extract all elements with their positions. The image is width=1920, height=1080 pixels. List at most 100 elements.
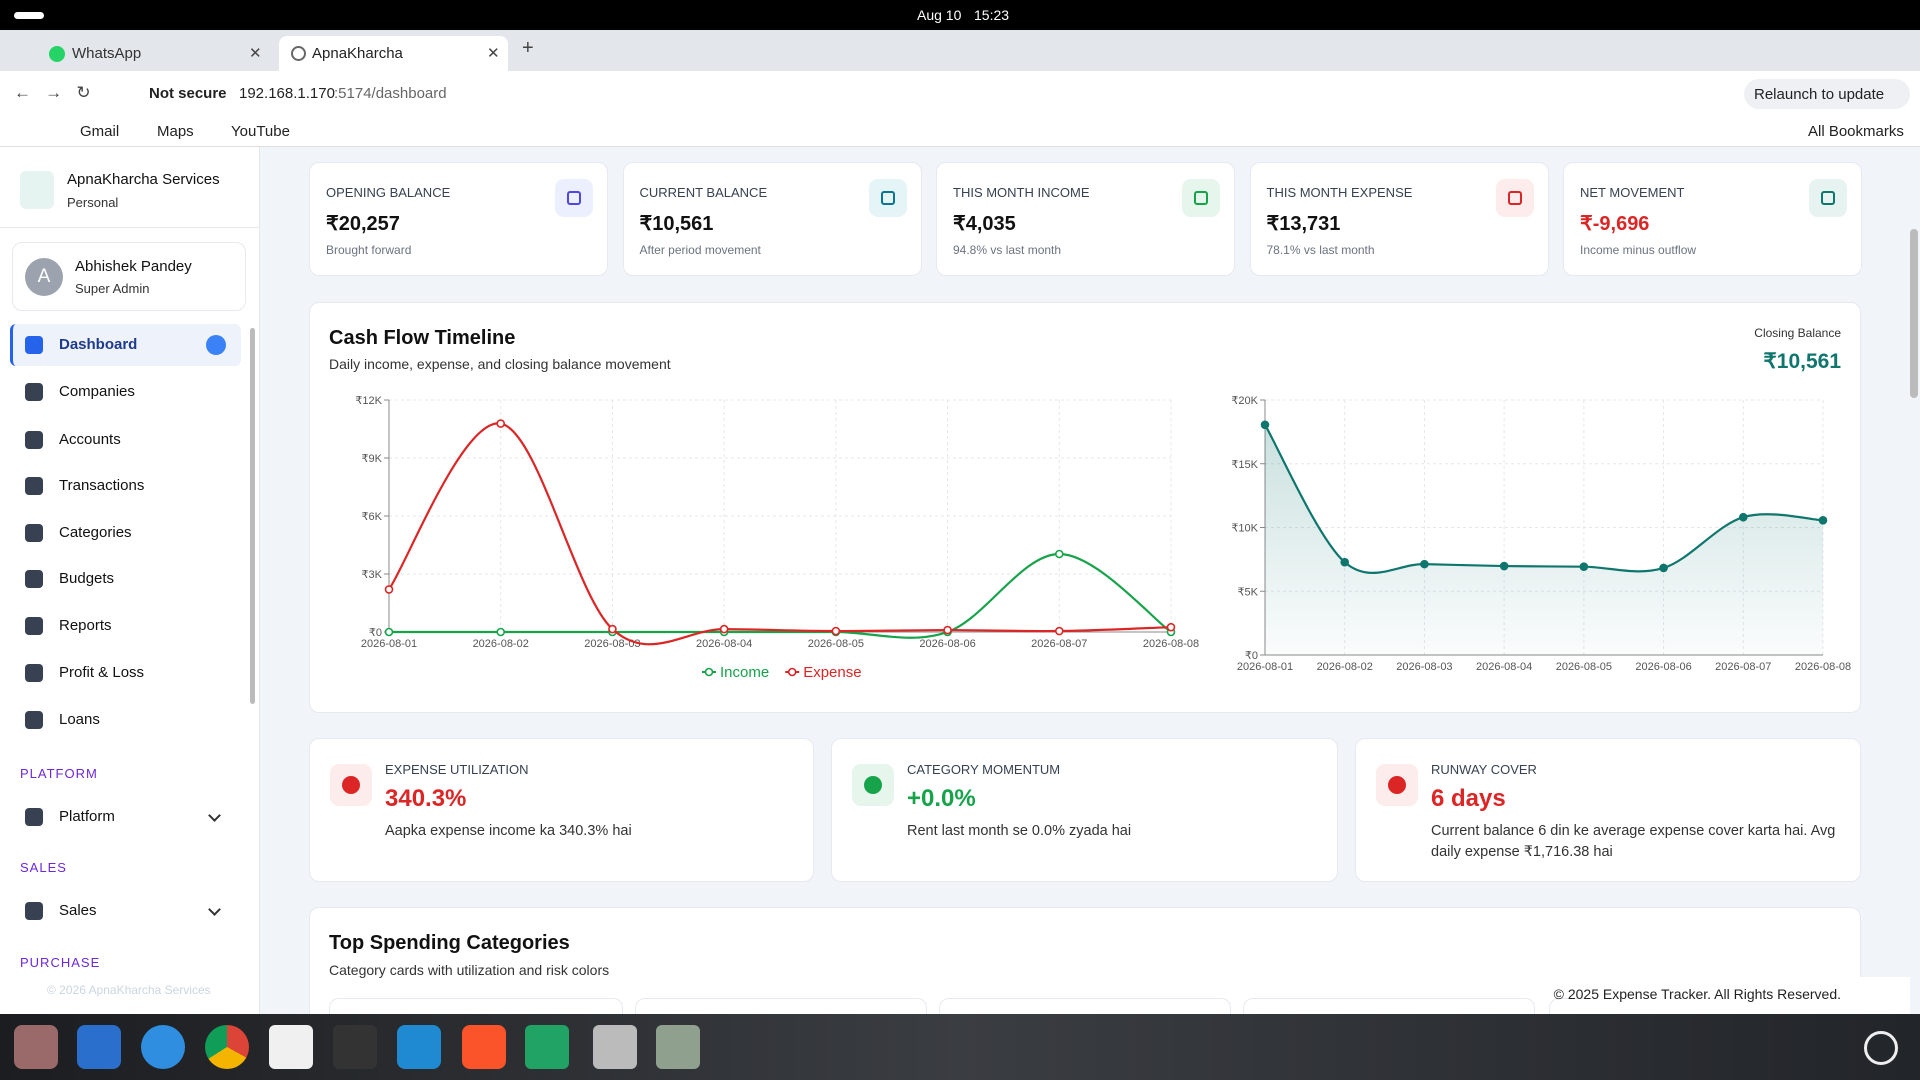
panel-subtitle: Daily income, expense, and closing balan… <box>329 356 671 372</box>
nav-item[interactable]: Dashboard <box>59 336 138 353</box>
card-value: ₹10,561 <box>639 213 714 235</box>
user-role: Super Admin <box>75 281 150 296</box>
insight-text: Aapka expense income ka 340.3% hai <box>385 823 632 839</box>
nav-item[interactable]: Loans <box>59 711 100 728</box>
insight-glyph <box>864 776 882 794</box>
nav-item[interactable]: Profit & Loss <box>59 664 145 681</box>
nav-item[interactable]: Companies <box>59 383 135 400</box>
card-value: ₹-9,696 <box>1580 213 1650 235</box>
insight-label: RUNWAY COVER <box>1431 762 1537 777</box>
summary-card: NET MOVEMENT ₹-9,696 Income minus outflow <box>1563 162 1862 276</box>
closing-label: Closing Balance <box>1754 326 1841 340</box>
card-note: 94.8% vs last month <box>953 243 1062 257</box>
card-value: ₹13,731 <box>1266 213 1341 235</box>
card-icon <box>1182 179 1220 217</box>
card-glyph <box>1194 191 1208 205</box>
card-glyph <box>567 191 581 205</box>
app-icon[interactable] <box>141 1025 185 1069</box>
nav-item[interactable]: Budgets <box>59 570 115 587</box>
panel-subtitle: Category cards with utilization and risk… <box>329 962 610 978</box>
insight-label: CATEGORY MOMENTUM <box>907 762 1061 777</box>
card-label: CURRENT BALANCE <box>639 185 768 200</box>
card-icon <box>1809 179 1847 217</box>
url-rest[interactable]: :5174/dashboard <box>334 85 447 102</box>
insight-card: RUNWAY COVER 6 days Current balance 6 din … <box>1355 738 1861 882</box>
summary-card: THIS MONTH EXPENSE ₹13,731 78.1% vs last m… <box>1249 162 1549 276</box>
insight-value: 6 days <box>1431 785 1506 812</box>
nav-item[interactable]: Reports <box>59 617 112 634</box>
insight-glyph <box>1388 776 1406 794</box>
app-icon[interactable] <box>593 1025 637 1069</box>
nav-icon <box>25 617 43 635</box>
card-icon <box>555 179 593 217</box>
tab[interactable]: WhatsApp ✕ <box>37 36 269 71</box>
nav-item[interactable]: Transactions <box>59 477 145 494</box>
tab-active[interactable]: ApnaKharcha ✕ <box>279 36 508 71</box>
relaunch-label: Relaunch to update <box>1754 86 1885 103</box>
nav-active[interactable] <box>10 324 241 366</box>
bookmark[interactable]: Maps <box>157 123 194 140</box>
nav-item[interactable]: Sales <box>59 902 97 919</box>
app-icon[interactable] <box>269 1025 313 1069</box>
bookmark[interactable]: Gmail <box>80 123 120 140</box>
closing-value: ₹10,561 <box>1763 350 1841 373</box>
app-icon[interactable] <box>77 1025 121 1069</box>
active-dot <box>206 335 226 355</box>
card-note: Brought forward <box>326 243 412 257</box>
insight-card: EXPENSE UTILIZATION 340.3% Aapka expense i… <box>309 738 814 882</box>
all-bookmarks[interactable]: All Bookmarks <box>1808 123 1904 140</box>
card-value: ₹4,035 <box>953 213 1016 235</box>
nav-item[interactable]: Accounts <box>59 431 121 448</box>
app-icon[interactable] <box>14 1025 58 1069</box>
avatar: A <box>25 258 63 296</box>
taskbar <box>0 1014 1920 1080</box>
app-icon[interactable] <box>397 1025 441 1069</box>
bookmark[interactable]: YouTube <box>231 123 290 140</box>
panel-title: Top Spending Categories <box>329 932 570 954</box>
summary-card: OPENING BALANCE ₹20,257 Brought forward <box>309 162 608 276</box>
nav-icon <box>25 570 43 588</box>
chevron <box>208 903 221 916</box>
card-glyph <box>880 191 895 205</box>
nav-icon <box>25 808 43 826</box>
scrollbar[interactable] <box>1910 229 1918 398</box>
summary-card: CURRENT BALANCE ₹10,561 After period movem… <box>622 162 922 276</box>
card-label: NET MOVEMENT <box>1580 185 1685 200</box>
card-note: 78.1% vs last month <box>1266 243 1375 257</box>
section-title: PURCHASE <box>20 955 101 970</box>
nav-icon <box>25 477 43 495</box>
relaunch[interactable] <box>1744 79 1910 109</box>
card-label: OPENING BALANCE <box>326 185 451 200</box>
app-grid[interactable] <box>1864 1031 1898 1065</box>
app-icon[interactable] <box>525 1025 569 1069</box>
footer: © 2025 Expense Tracker. All Rights Reser… <box>1553 986 1841 1002</box>
tab-title: WhatsApp <box>72 45 142 62</box>
nav-item[interactable]: Categories <box>59 524 132 541</box>
nav-icon <box>25 383 43 401</box>
nav-icon <box>25 336 43 354</box>
tab-title: ApnaKharcha <box>312 45 403 62</box>
card-glyph <box>1507 191 1522 205</box>
nav-icon <box>25 524 43 542</box>
app-icon[interactable] <box>462 1025 506 1069</box>
app-icon[interactable] <box>656 1025 700 1069</box>
insight-text: Rent last month se 0.0% zyada hai <box>907 823 1132 839</box>
app-icon[interactable] <box>333 1025 377 1069</box>
chevron <box>208 809 221 822</box>
insight-glyph <box>342 776 360 794</box>
bookmarks-bar: Gmail Maps YouTube All Bookmarks <box>0 116 1920 147</box>
card-value: ₹20,257 <box>326 213 400 235</box>
nav-item[interactable]: Platform <box>59 808 115 825</box>
tab-bar: WhatsApp ✕ ApnaKharcha ✕ + <box>0 30 1920 71</box>
insight-label: EXPENSE UTILIZATION <box>385 762 529 777</box>
insight-card: CATEGORY MOMENTUM +0.0% Rent last month se… <box>831 738 1338 882</box>
url-host[interactable]: 192.168.1.170 <box>239 85 335 102</box>
section-title: SALES <box>20 860 67 875</box>
app-icon[interactable] <box>205 1025 249 1069</box>
nav-icon <box>25 902 43 920</box>
card-label: THIS MONTH INCOME <box>953 185 1090 200</box>
card-icon <box>1495 179 1534 217</box>
insight-value: +0.0% <box>907 785 976 812</box>
card-note: After period movement <box>639 243 761 257</box>
security[interactable]: Not secure <box>149 85 227 102</box>
